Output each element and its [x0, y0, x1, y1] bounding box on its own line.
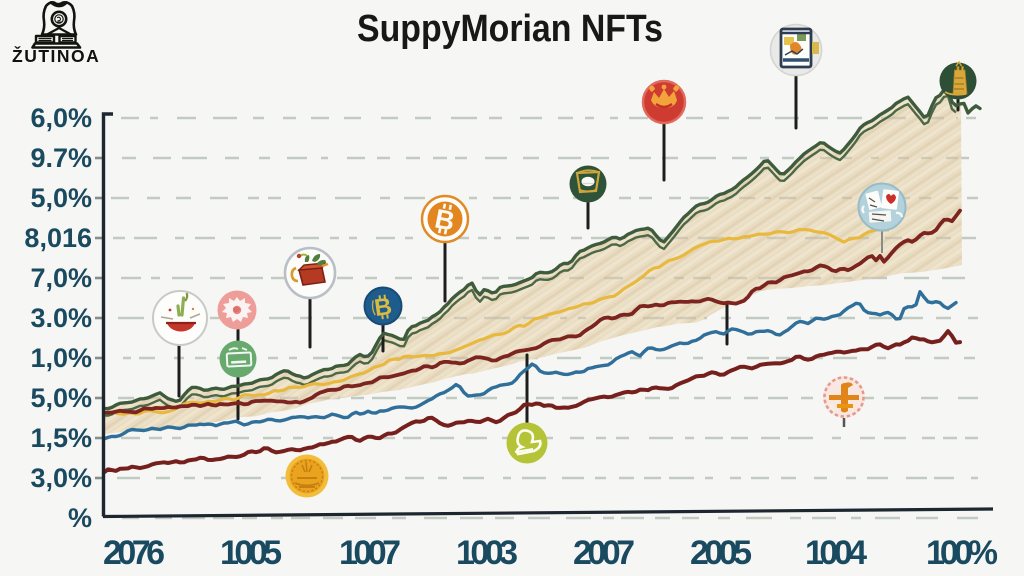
svg-text:B: B [373, 293, 394, 322]
svg-text:9.7%: 9.7% [30, 143, 92, 173]
svg-text:6,0%: 6,0% [30, 103, 92, 133]
svg-text:7,0%: 7,0% [30, 263, 92, 293]
svg-text:2076: 2076 [103, 534, 165, 572]
svg-text:1004: 1004 [805, 534, 867, 572]
svg-text:8,016: 8,016 [24, 223, 92, 253]
svg-text:2005: 2005 [690, 534, 752, 572]
svg-text:%: % [68, 503, 92, 533]
svg-text:SuppyMorian NFTs: SuppyMorian NFTs [357, 8, 663, 50]
svg-text:2007: 2007 [573, 534, 635, 572]
svg-text:100%: 100% [926, 534, 998, 572]
svg-text:1,0%: 1,0% [30, 343, 92, 373]
svg-text:5,0%: 5,0% [30, 383, 92, 413]
svg-text:3,0%: 3,0% [30, 463, 92, 493]
svg-text:1005: 1005 [220, 534, 282, 572]
svg-text:5,0%: 5,0% [30, 183, 92, 213]
svg-text:3.0%: 3.0% [30, 303, 92, 333]
svg-text:1007: 1007 [339, 534, 401, 572]
svg-text:1003: 1003 [456, 534, 518, 572]
svg-text:1,5%: 1,5% [30, 423, 92, 453]
svg-text:ŽUTINOA: ŽUTINOA [12, 45, 100, 66]
